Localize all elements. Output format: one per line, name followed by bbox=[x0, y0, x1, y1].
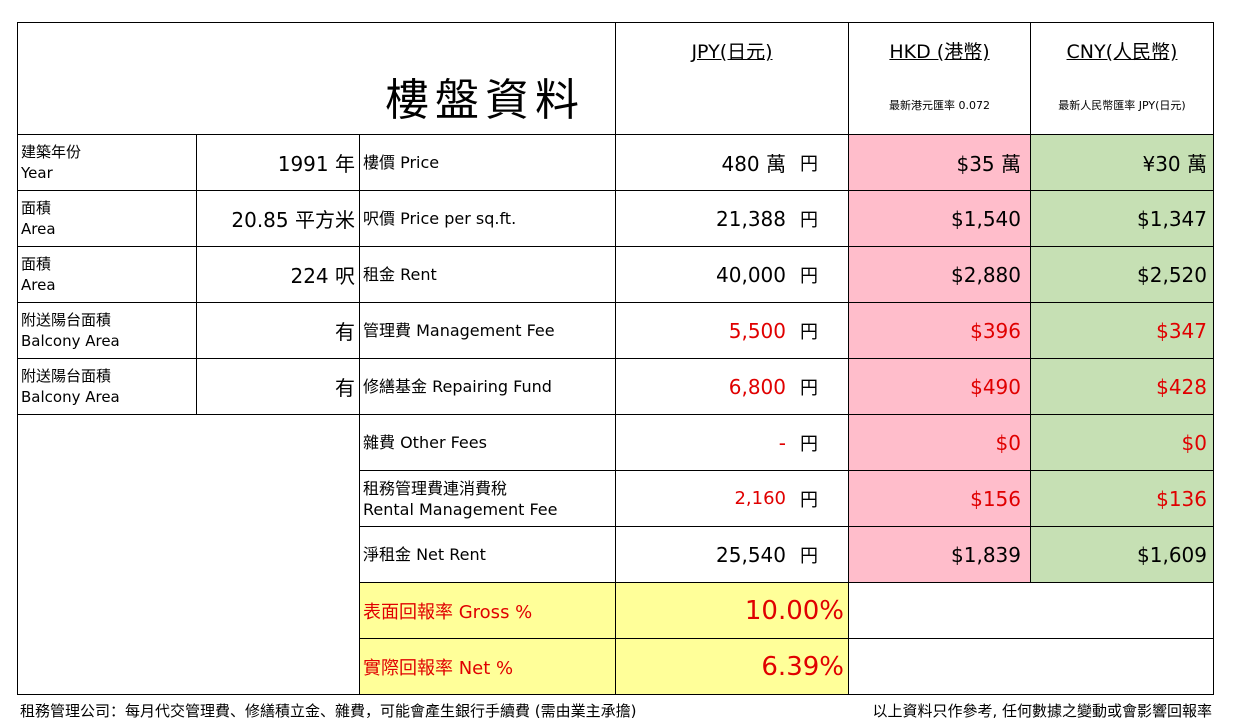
item-label: 樓價 Price bbox=[359, 134, 616, 191]
spec-label-en: Balcony Area bbox=[21, 331, 120, 350]
item-label-zh: 租務管理費連消費稅 bbox=[363, 478, 508, 498]
hkd-rate: 最新港元匯率 0.072 bbox=[889, 99, 990, 112]
yen-unit: 円 bbox=[800, 433, 818, 455]
item-label: 管理費 Management Fee bbox=[359, 302, 616, 359]
jpy-value: 21,388 bbox=[716, 206, 786, 231]
item-label: 呎價 Price per sq.ft. bbox=[359, 190, 616, 247]
table-row: 面積 Area 224 呎 租金 Rent 40,000 円 $2,880 $2,5… bbox=[17, 246, 1214, 303]
item-label: 租金 Rent bbox=[359, 246, 616, 303]
jpy-value: 2,160 bbox=[734, 488, 786, 509]
jpy-value-cell: 2,160 円 bbox=[615, 470, 849, 527]
table-row: 附送陽台面積 Balcony Area 有 修繕基金 Repairing Fund… bbox=[17, 358, 1214, 415]
spec-label-zh: 附送陽台面積 bbox=[21, 310, 112, 329]
hkd-value: $396 bbox=[848, 302, 1031, 359]
spec-label: 建築年份 Year bbox=[17, 134, 197, 191]
yen-unit: 円 bbox=[800, 377, 818, 399]
table-row: 附送陽台面積 Balcony Area 有 管理費 Management Fee … bbox=[17, 302, 1214, 359]
page-title: 樓盤資料 bbox=[385, 75, 585, 126]
spec-value: 有 bbox=[196, 358, 360, 415]
jpy-value: 6,800 bbox=[728, 374, 786, 399]
hkd-value: $1,540 bbox=[848, 190, 1031, 247]
yen-unit: 円 bbox=[800, 321, 818, 343]
hkd-value: $156 bbox=[848, 470, 1031, 527]
spec-label-zh: 建築年份 bbox=[21, 142, 82, 161]
cny-value: $428 bbox=[1030, 358, 1214, 415]
empty-block bbox=[17, 414, 360, 695]
yen-unit: 円 bbox=[800, 489, 818, 511]
jpy-value-cell: 21,388 円 bbox=[615, 190, 849, 247]
cny-value: $0 bbox=[1030, 414, 1214, 471]
jpy-value: 480 萬 bbox=[721, 152, 786, 176]
yield-row: 實際回報率 Net % 6.39% bbox=[18, 638, 1214, 695]
net-yield-label: 實際回報率 Net % bbox=[359, 638, 616, 695]
currency-label-cny: CNY(人民幣) bbox=[1066, 41, 1178, 63]
item-label-en: Rental Management Fee bbox=[363, 499, 558, 519]
cny-value: $2,520 bbox=[1030, 246, 1214, 303]
table-row: 建築年份 Year 1991 年 樓價 Price 480 萬円 $35 萬 ¥3… bbox=[17, 134, 1214, 191]
property-sheet: 樓盤資料 JPY(日元) HKD (港幣) 最新港元匯率 0.072 CNY(人… bbox=[17, 22, 1214, 695]
jpy-value-cell: 40,000 円 bbox=[615, 246, 849, 303]
footer-note-right: 以上資料只作參考, 任何數據之變動或會影響回報率 bbox=[872, 702, 1212, 720]
spec-label-zh: 面積 bbox=[21, 198, 52, 217]
jpy-value: - bbox=[778, 430, 786, 455]
currency-label-hkd: HKD (港幣) bbox=[889, 41, 990, 63]
table-row: 租務管理費連消費稅 Rental Management Fee 2,160 円 $1… bbox=[18, 470, 1214, 527]
hkd-value: $1,839 bbox=[848, 526, 1031, 583]
table-row: 淨租金 Net Rent 25,540 円 $1,839 $1,609 bbox=[18, 526, 1214, 583]
spec-value: 有 bbox=[196, 302, 360, 359]
hkd-header: HKD (港幣) 最新港元匯率 0.072 bbox=[848, 22, 1031, 135]
table-row: 雜費 Other Fees -円 $0 $0 bbox=[17, 414, 1214, 695]
cny-value: ¥30 萬 bbox=[1030, 134, 1214, 191]
cny-value: $347 bbox=[1030, 302, 1214, 359]
jpy-value: 40,000 bbox=[716, 262, 786, 287]
hkd-value: $2,880 bbox=[848, 246, 1031, 303]
jpy-value-cell: 480 萬円 bbox=[615, 134, 849, 191]
yen-unit: 円 bbox=[800, 209, 818, 231]
title-cell: 樓盤資料 bbox=[17, 22, 616, 135]
jpy-value-cell: 6,800 円 bbox=[615, 358, 849, 415]
gross-yield-value: 10.00% bbox=[615, 582, 849, 639]
jpy-value-cell: 25,540 円 bbox=[615, 526, 849, 583]
jpy-value-cell: 5,500 円 bbox=[615, 302, 849, 359]
jpy-value: 5,500 bbox=[728, 318, 786, 343]
cny-rate: 最新人民幣匯率 JPY(日元) bbox=[1058, 99, 1186, 112]
hkd-value: $0 bbox=[848, 414, 1031, 471]
cny-value: $136 bbox=[1030, 470, 1214, 527]
empty-cell bbox=[848, 582, 1214, 639]
table-row: 面積 Area 20.85 平方米 呎價 Price per sq.ft. 21,… bbox=[17, 190, 1214, 247]
spec-label-zh: 附送陽台面積 bbox=[21, 366, 112, 385]
yen-unit: 円 bbox=[800, 545, 818, 567]
cny-value: $1,609 bbox=[1030, 526, 1214, 583]
jpy-header: JPY(日元) bbox=[615, 22, 849, 135]
item-label: 修繕基金 Repairing Fund bbox=[359, 358, 616, 415]
spec-value: 20.85 平方米 bbox=[196, 190, 360, 247]
item-label: 租務管理費連消費稅 Rental Management Fee bbox=[359, 470, 616, 527]
spec-label-en: Balcony Area bbox=[21, 387, 120, 406]
net-yield-value: 6.39% bbox=[615, 638, 849, 695]
item-label: 雜費 Other Fees bbox=[359, 414, 616, 471]
spec-label-en: Area bbox=[21, 219, 56, 238]
spec-label: 附送陽台面積 Balcony Area bbox=[17, 358, 197, 415]
gross-yield-label: 表面回報率 Gross % bbox=[359, 582, 616, 639]
spec-label-zh: 面積 bbox=[21, 254, 52, 273]
item-label: 淨租金 Net Rent bbox=[359, 526, 616, 583]
cny-value: $1,347 bbox=[1030, 190, 1214, 247]
yen-unit: 円 bbox=[800, 265, 818, 287]
spec-value: 224 呎 bbox=[196, 246, 360, 303]
spec-label-en: Year bbox=[21, 163, 53, 182]
jpy-value-cell: -円 bbox=[615, 414, 849, 471]
empty-cell bbox=[848, 638, 1214, 695]
jpy-value: 25,540 bbox=[716, 542, 786, 567]
currency-label-jpy: JPY(日元) bbox=[691, 41, 773, 63]
spec-label: 附送陽台面積 Balcony Area bbox=[17, 302, 197, 359]
hkd-value: $35 萬 bbox=[848, 134, 1031, 191]
cny-header: CNY(人民幣) 最新人民幣匯率 JPY(日元) bbox=[1030, 22, 1214, 135]
spec-label: 面積 Area bbox=[17, 190, 197, 247]
hkd-value: $490 bbox=[848, 358, 1031, 415]
spec-label-en: Area bbox=[21, 275, 56, 294]
footer-note-left: 租務管理公司：每月代交管理費、修繕積立金、雜費，可能會產生銀行手續費 (需由業主… bbox=[20, 702, 637, 720]
spec-label: 面積 Area bbox=[17, 246, 197, 303]
yen-unit: 円 bbox=[800, 153, 818, 175]
spec-value: 1991 年 bbox=[196, 134, 360, 191]
